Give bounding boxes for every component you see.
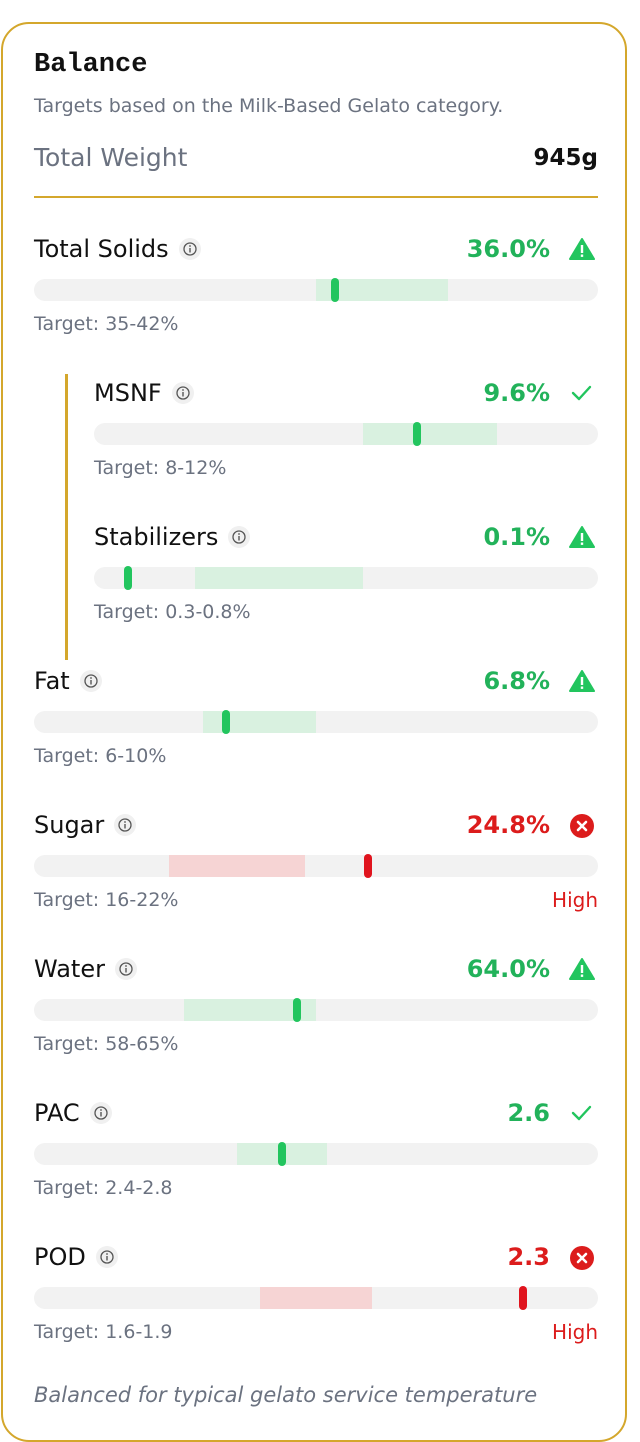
value-marker	[123, 566, 132, 590]
page: {"header": {"title": "Balance", "subtitl…	[1, 22, 627, 1442]
target-band	[316, 279, 448, 301]
value-marker	[293, 998, 302, 1022]
status-icon	[569, 669, 597, 697]
metric-label: PAC	[34, 1099, 80, 1127]
status-icon	[569, 237, 597, 265]
metric-name: Water	[34, 955, 137, 983]
target-band	[362, 423, 498, 445]
target-band	[194, 567, 363, 589]
range-track	[34, 1286, 598, 1310]
target-label: Target: 2.4-2.8	[34, 1177, 173, 1199]
subtitle: Targets based on the Milk-Based Gelato c…	[34, 95, 504, 117]
metric-label: Water	[34, 955, 105, 983]
target-band	[259, 1287, 373, 1309]
status-flag: High	[552, 888, 598, 912]
target-label: Target: 8-12%	[94, 457, 227, 479]
value-marker	[330, 278, 339, 302]
target-band	[184, 999, 316, 1021]
metric-value: 36.0%	[466, 235, 550, 263]
range-track	[34, 998, 598, 1022]
value-marker	[278, 1142, 287, 1166]
divider	[34, 196, 598, 198]
target-label: Target: 0.3-0.8%	[94, 601, 251, 623]
metric-name: Stabilizers	[94, 523, 251, 551]
target-label: Target: 58-65%	[34, 1033, 179, 1055]
status-icon	[569, 813, 597, 841]
total-weight-label: Total Weight	[34, 143, 188, 172]
range-track	[34, 854, 598, 878]
info-icon[interactable]	[171, 382, 194, 404]
metric-name: Sugar	[34, 811, 137, 839]
range-track	[34, 1142, 598, 1166]
footer-note: Balanced for typical gelato service temp…	[34, 1383, 538, 1407]
info-icon[interactable]	[89, 1102, 112, 1124]
nested-group-line	[65, 374, 68, 660]
metric-value: 24.8%	[466, 811, 550, 839]
info-icon[interactable]	[228, 526, 251, 548]
metric-label: Sugar	[34, 811, 105, 839]
metric-label: MSNF	[94, 379, 162, 407]
metric-name: POD	[34, 1243, 118, 1271]
metric-name: PAC	[34, 1099, 112, 1127]
target-label: Target: 1.6-1.9	[34, 1321, 173, 1343]
metric-label: Stabilizers	[94, 523, 219, 551]
metric-name: MSNF	[94, 379, 194, 407]
total-weight-value: 945g	[533, 145, 598, 171]
info-icon[interactable]	[114, 814, 137, 836]
status-flag: High	[552, 1320, 598, 1344]
info-icon[interactable]	[178, 238, 201, 260]
metric-value: 0.1%	[483, 523, 550, 551]
target-band	[169, 855, 305, 877]
target-band	[203, 711, 316, 733]
metric-name: Fat	[34, 667, 102, 695]
value-marker	[518, 1286, 527, 1310]
target-label: Target: 6-10%	[34, 745, 167, 767]
metric-value: 6.8%	[483, 667, 550, 695]
metric-value: 64.0%	[466, 955, 550, 983]
metric-value: 9.6%	[483, 379, 550, 407]
info-icon[interactable]	[79, 670, 102, 692]
status-icon	[569, 1101, 597, 1129]
value-marker	[363, 854, 372, 878]
metric-value: 2.3	[507, 1243, 550, 1271]
range-track	[34, 278, 598, 302]
range-track	[34, 710, 598, 734]
value-marker	[412, 422, 421, 446]
title: Balance	[34, 50, 148, 80]
metric-label: Fat	[34, 667, 70, 695]
info-icon[interactable]	[114, 958, 137, 980]
metric-value: 2.6	[507, 1099, 550, 1127]
info-icon[interactable]	[95, 1246, 118, 1268]
target-label: Target: 35-42%	[34, 313, 179, 335]
metric-label: Total Solids	[34, 235, 169, 263]
value-marker	[221, 710, 230, 734]
metric-name: Total Solids	[34, 235, 201, 263]
status-icon	[569, 957, 597, 985]
target-label: Target: 16-22%	[34, 889, 179, 911]
metric-label: POD	[34, 1243, 86, 1271]
status-icon	[569, 525, 597, 553]
range-track	[94, 422, 598, 446]
status-icon	[569, 1245, 597, 1273]
status-icon	[569, 381, 597, 409]
range-track	[94, 566, 598, 590]
